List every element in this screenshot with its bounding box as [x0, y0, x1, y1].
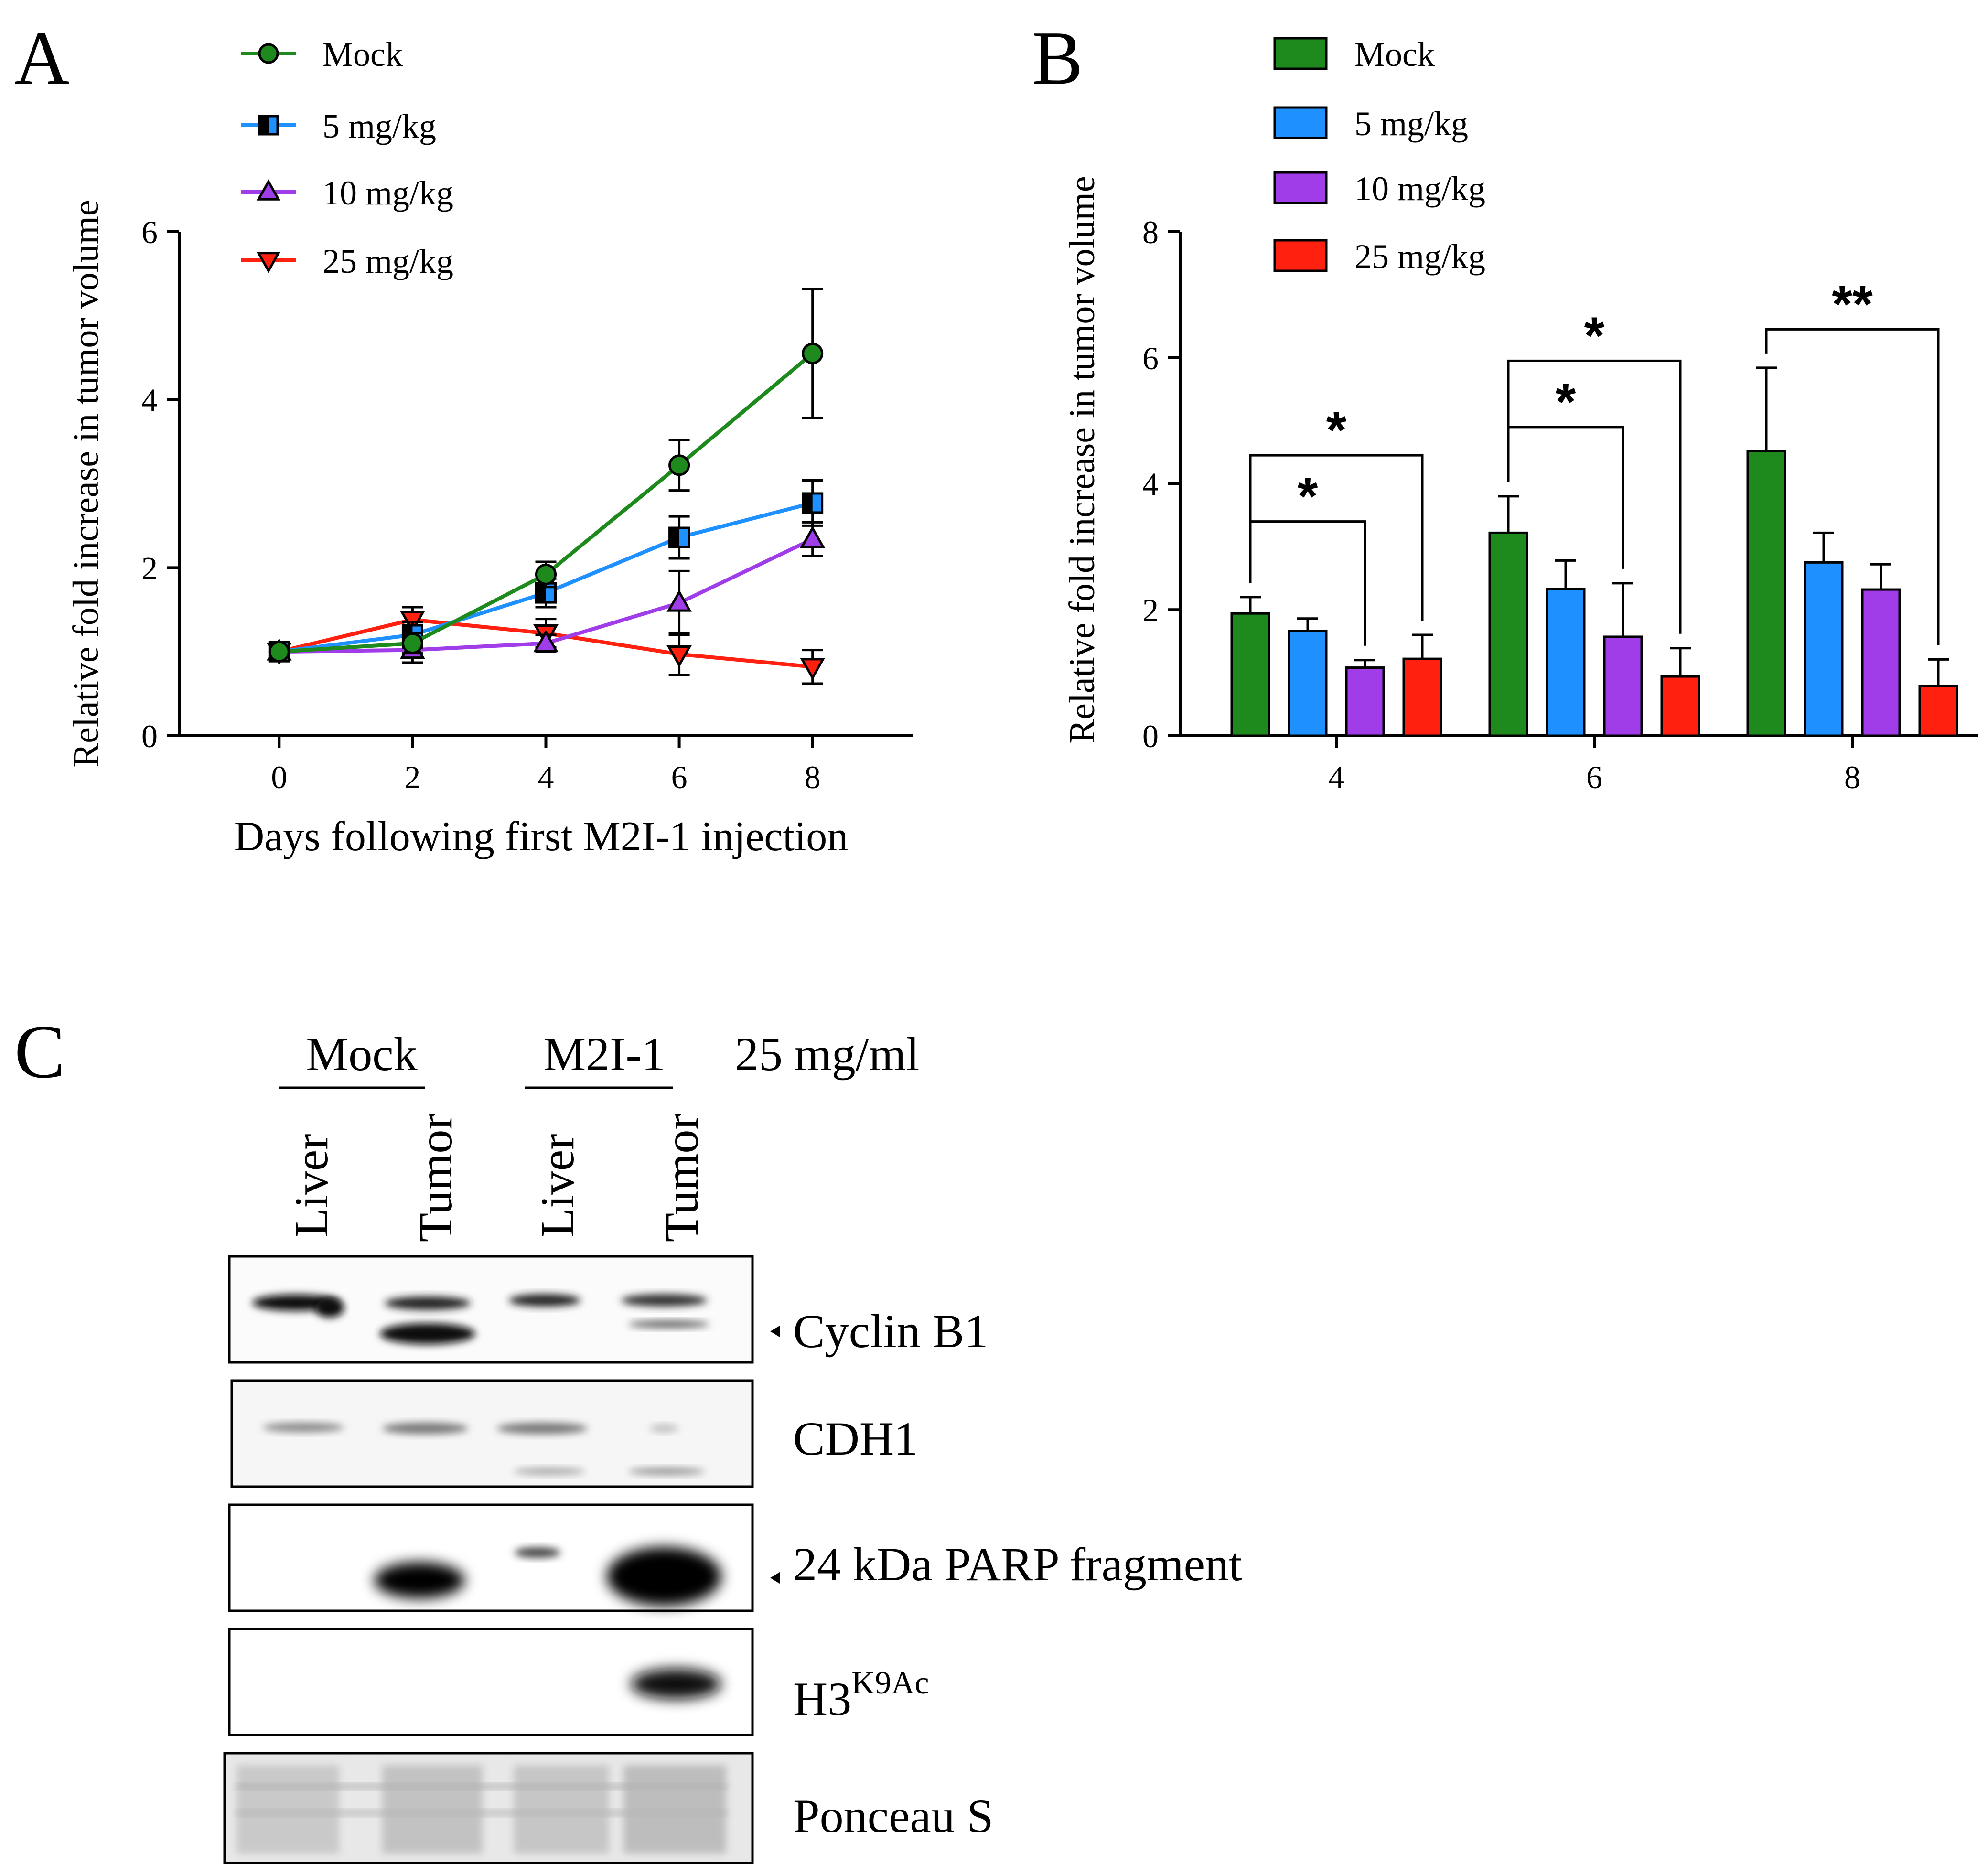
lane-label-2: Tumor [409, 1114, 462, 1242]
line-chart-a: 0 2 4 6 0 2 4 6 8 Days following first M2I-1 inje… [66, 200, 913, 860]
series-mock [268, 288, 824, 663]
data-point [401, 632, 423, 654]
bar [1603, 635, 1643, 737]
x-tick-label: 4 [538, 759, 554, 795]
blot-label-h3k9ac: H3K9Ac [793, 1664, 929, 1725]
data-point [800, 525, 825, 548]
legend-label: Mock [322, 35, 403, 74]
data-point [666, 589, 692, 612]
legend-marker-half [259, 116, 269, 134]
panel-c-letter: C [14, 1009, 65, 1094]
legend-swatch [1273, 106, 1328, 139]
x-tick-label: 6 [1586, 759, 1602, 795]
bar [1660, 675, 1700, 737]
significance-label: * [1298, 467, 1318, 526]
y-tick-label: 4 [1142, 466, 1159, 503]
data-point [802, 343, 824, 364]
significance-bracket [1507, 359, 1682, 634]
legend-label: 10 mg/kg [1354, 170, 1485, 208]
legend-swatch [1273, 37, 1328, 70]
significance-label: ** [1832, 275, 1873, 333]
blot-ponceau-s [223, 1752, 754, 1864]
legend-marker [258, 43, 279, 64]
y-tick-label: 4 [141, 382, 158, 418]
y-tick-label: 2 [1142, 592, 1159, 628]
legend-swatch [1273, 171, 1328, 204]
blot-parp-fragment [228, 1503, 754, 1612]
legend-b: Mock 5 mg/kg 10 mg/kg 25 mg/kg [1273, 35, 1485, 276]
data-point-half [803, 493, 813, 513]
data-point [666, 645, 692, 668]
y-tick-label: 8 [1142, 214, 1159, 250]
blot-h3k9ac [228, 1628, 754, 1736]
y-tick-label: 0 [1142, 718, 1159, 754]
x-tick-label: 0 [271, 759, 287, 795]
significance-bracket [1765, 328, 1940, 645]
blot-label-ponceau-s: Ponceau S [793, 1789, 993, 1843]
bar [1546, 588, 1586, 737]
x-tick-label: 8 [805, 759, 821, 795]
legend-label: 25 mg/kg [322, 242, 453, 280]
y-tick-label: 6 [1142, 340, 1159, 376]
blot-cyclin-b1 [228, 1255, 754, 1364]
data-point [533, 630, 559, 653]
bar [1488, 531, 1528, 737]
western-blot-panel: Mock M2I-1 25 mg/ml Liver Tumor Liver Tu… [223, 1028, 1242, 1864]
x-axis-label: Days following first M2I-1 injection [234, 814, 849, 860]
y-tick-label: 2 [141, 550, 158, 586]
legend-label: 10 mg/kg [322, 174, 453, 212]
x-tick-label: 2 [404, 759, 420, 795]
significance-label: * [1556, 373, 1576, 431]
legend-a: Mock 5 mg/kg 10 mg/kg 25 mg/kg [241, 35, 453, 280]
x-tick-label: 4 [1328, 759, 1344, 795]
legend-label: Mock [1354, 35, 1435, 74]
bar [1746, 450, 1786, 737]
legend-swatch [1273, 239, 1328, 272]
blot-label-parp-fragment: 24 kDa PARP fragment [793, 1538, 1242, 1591]
dose-label: 25 mg/ml [735, 1028, 919, 1081]
bar [1230, 612, 1270, 737]
bar [1402, 657, 1442, 737]
lane-label-1: Liver [285, 1134, 338, 1237]
blot-label-h3: H3 [793, 1672, 851, 1725]
lane-label-3: Liver [531, 1134, 584, 1237]
data-point [800, 658, 825, 680]
y-tick-label: 6 [141, 214, 158, 250]
group-label-m2i1: M2I-1 [543, 1028, 666, 1081]
panel-b-letter: B [1032, 15, 1083, 100]
data-point [668, 454, 690, 476]
bar [1918, 685, 1958, 737]
blot-label-cdh1: CDH1 [793, 1412, 918, 1465]
legend-label: 5 mg/kg [322, 107, 436, 145]
lane-label-4: Tumor [655, 1114, 708, 1242]
blot-label-cyclin-b1: Cyclin B1 [793, 1305, 988, 1358]
data-point [535, 563, 557, 585]
legend-label: 5 mg/kg [1354, 105, 1468, 143]
bar [1288, 630, 1328, 737]
bar [1345, 666, 1385, 737]
significance-label: * [1584, 306, 1605, 365]
x-tick-label: 8 [1844, 759, 1860, 795]
legend-marker [256, 252, 281, 273]
panel-a-letter: A [14, 15, 70, 100]
significance-bracket [1249, 454, 1424, 621]
arrow-icon [770, 1326, 780, 1337]
y-axis-label: Relative fold increase in tumor volume [1062, 176, 1102, 743]
bar [1804, 561, 1844, 737]
x-tick-label: 6 [671, 759, 688, 795]
data-point [268, 641, 290, 663]
blot-label-h3-superscript: K9Ac [851, 1664, 929, 1701]
legend-label: 25 mg/kg [1354, 237, 1485, 276]
data-point-half [669, 528, 679, 547]
arrow-icon [770, 1572, 780, 1584]
group-label-mock: Mock [306, 1028, 417, 1081]
significance-label: * [1326, 401, 1347, 460]
y-tick-label: 0 [141, 718, 158, 754]
bar-chart-b: 0 2 4 6 8 4 6 8 Relative fold increase in tumor … [1062, 176, 1978, 795]
y-axis-label: Relative fold increase in tumor volume [66, 200, 106, 767]
legend-marker [256, 179, 281, 201]
blot-cdh1 [230, 1379, 754, 1488]
bar [1861, 588, 1901, 737]
